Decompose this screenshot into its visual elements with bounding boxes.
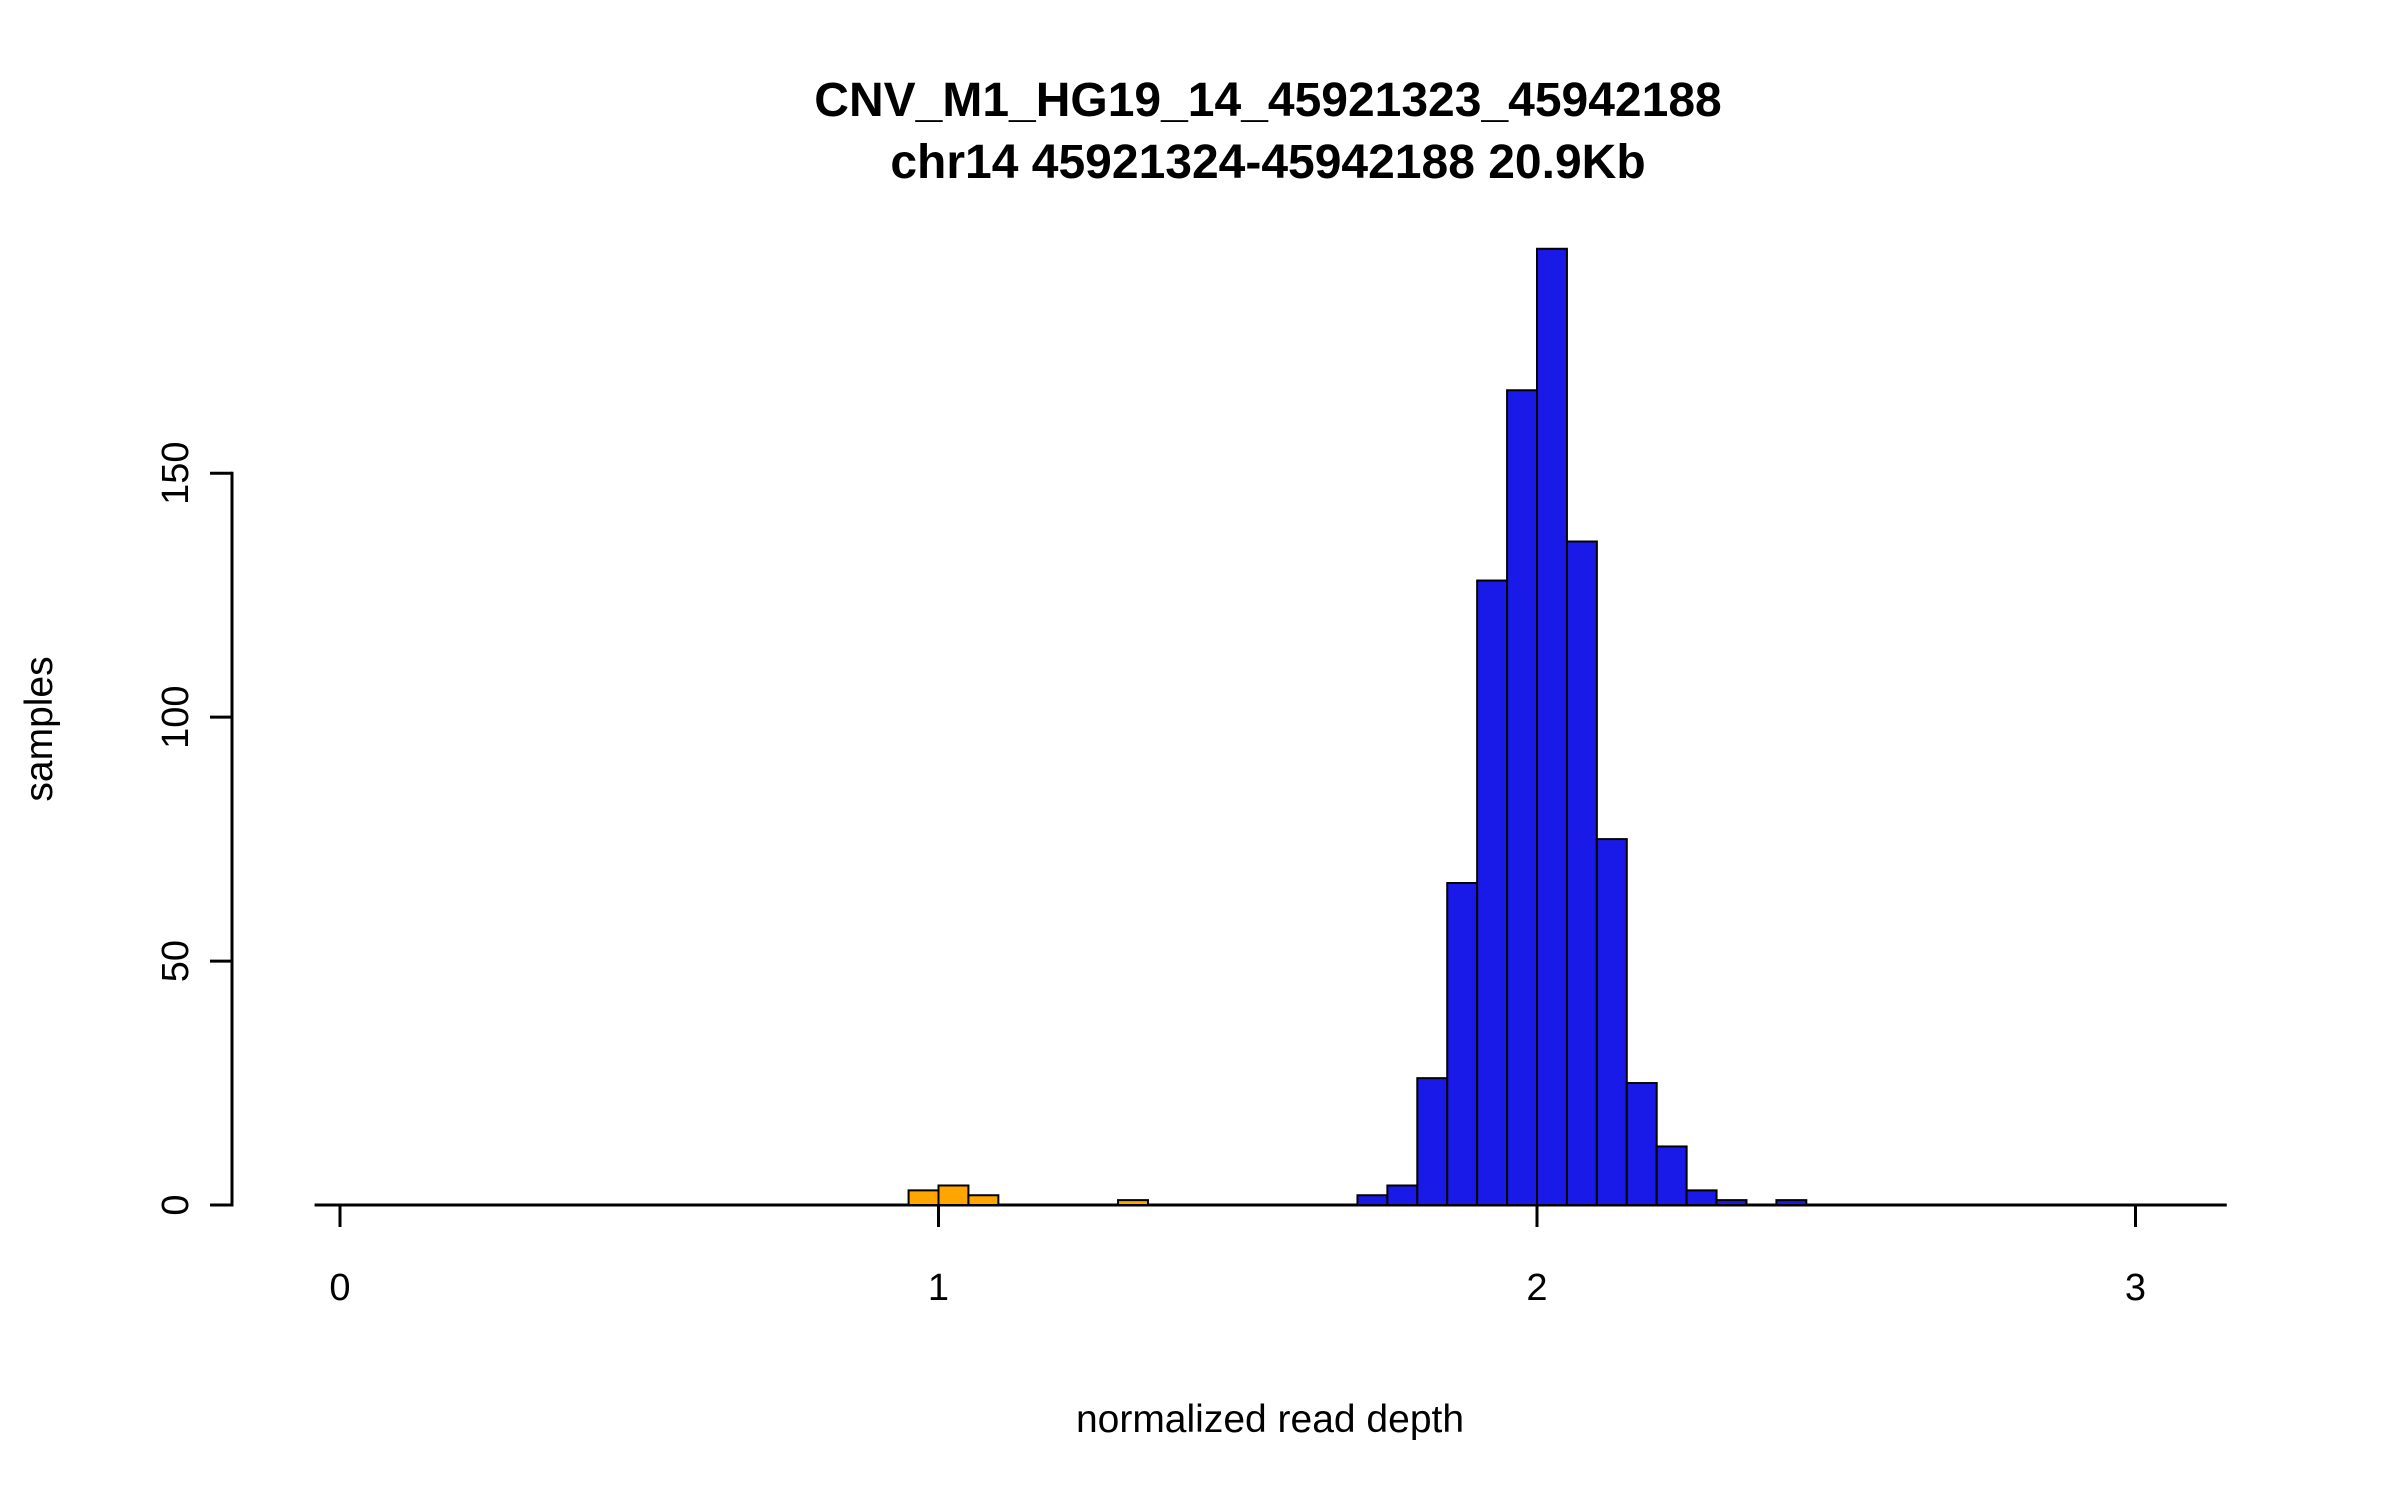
histogram-bar: [1565, 540, 1598, 1206]
y-tick-label: 150: [155, 441, 197, 504]
histogram-bar: [937, 1184, 970, 1207]
histogram-bar: [907, 1189, 940, 1206]
histogram-bar: [1386, 1184, 1419, 1207]
bars-group: [907, 247, 1808, 1207]
y-tick-label: 0: [155, 1194, 197, 1215]
x-tick-label: 1: [928, 1267, 949, 1309]
x-axis-title: normalized read depth: [1076, 1398, 1464, 1441]
y-tick-label: 100: [155, 685, 197, 748]
histogram-bar: [1685, 1189, 1718, 1206]
histogram-bar: [1117, 1199, 1149, 1207]
histogram-bar: [1625, 1082, 1658, 1206]
x-tick-label: 2: [1526, 1267, 1547, 1309]
histogram-bar: [1356, 1194, 1389, 1206]
histogram-bar: [1655, 1145, 1688, 1206]
y-tick-label: 50: [155, 940, 197, 982]
histogram-bar: [1446, 882, 1479, 1206]
histogram-bar: [967, 1194, 1000, 1206]
histogram-bar: [1595, 838, 1628, 1206]
axes: 0 1 2 3 0 50 100 150: [155, 441, 2227, 1309]
histogram-bar: [1416, 1077, 1449, 1207]
x-tick-label: 3: [2125, 1267, 2146, 1309]
histogram-bar: [1476, 579, 1509, 1206]
chart-title-line1: CNV_M1_HG19_14_45921323_45942188: [814, 74, 1721, 127]
histogram-bar: [1775, 1199, 1808, 1207]
x-tick-label: 0: [329, 1267, 350, 1309]
chart-title-line2: chr14 45921324-45942188 20.9Kb: [890, 136, 1645, 189]
histogram-bar: [1506, 389, 1538, 1207]
histogram-bar: [1715, 1199, 1748, 1207]
y-axis-title: samples: [18, 656, 61, 801]
histogram-bar: [1536, 247, 1568, 1207]
